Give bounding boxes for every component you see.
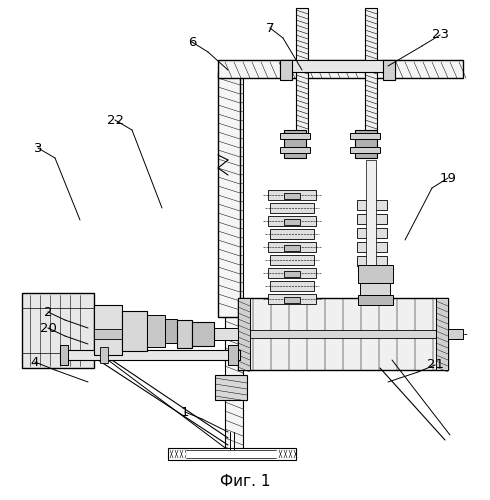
Bar (350, 133, 380, 139)
Bar (280, 60, 395, 72)
Bar (60, 328, 238, 340)
Bar (147, 315, 165, 347)
Bar (357, 256, 387, 266)
Bar (365, 8, 377, 136)
Bar (60, 345, 68, 365)
Bar (350, 147, 380, 153)
Bar (268, 268, 316, 278)
Bar (228, 345, 238, 365)
Text: 22: 22 (106, 114, 123, 126)
Bar (383, 60, 395, 80)
Text: 7: 7 (266, 22, 274, 35)
Bar (270, 203, 314, 213)
Text: 21: 21 (426, 358, 443, 372)
Text: 3: 3 (34, 142, 42, 154)
Bar (357, 228, 387, 238)
Bar (192, 322, 214, 346)
Bar (284, 130, 306, 158)
Bar (238, 330, 448, 338)
Bar (94, 305, 122, 355)
Bar (357, 214, 387, 224)
Bar (366, 160, 376, 270)
Bar (218, 60, 463, 78)
Bar (238, 298, 448, 370)
Bar (284, 297, 300, 303)
Text: 6: 6 (188, 36, 196, 49)
Text: 1: 1 (181, 406, 189, 418)
Bar (165, 319, 177, 343)
Bar (100, 347, 108, 363)
Bar (280, 147, 310, 153)
Bar (186, 450, 276, 458)
Bar (296, 8, 308, 136)
Bar (448, 329, 463, 339)
Bar (60, 350, 240, 360)
Text: 4: 4 (31, 356, 39, 368)
Bar (357, 200, 387, 210)
Text: Фиг. 1: Фиг. 1 (220, 474, 270, 490)
Bar (268, 216, 316, 226)
Bar (270, 255, 314, 265)
Bar (357, 242, 387, 252)
Bar (215, 375, 247, 400)
Bar (238, 298, 250, 370)
Bar (268, 190, 316, 200)
Bar (358, 295, 393, 305)
Bar (360, 283, 390, 295)
Bar (94, 329, 122, 339)
Bar (436, 298, 448, 370)
Bar (284, 193, 300, 199)
Bar (284, 271, 300, 277)
Bar (284, 245, 300, 251)
Bar (280, 60, 292, 80)
Text: 20: 20 (40, 322, 56, 334)
Bar (355, 130, 377, 158)
Bar (358, 265, 393, 283)
Bar (22, 293, 94, 368)
Bar (225, 72, 243, 457)
Text: 2: 2 (44, 306, 52, 318)
Bar (168, 448, 296, 460)
Bar (270, 281, 314, 291)
Bar (218, 72, 240, 317)
Bar (280, 133, 310, 139)
Bar (177, 320, 192, 348)
Bar (268, 294, 316, 304)
Bar (284, 219, 300, 225)
Text: 19: 19 (440, 172, 457, 184)
Bar (270, 229, 314, 239)
Bar (268, 242, 316, 252)
Bar (122, 311, 147, 351)
Text: 23: 23 (432, 28, 448, 42)
